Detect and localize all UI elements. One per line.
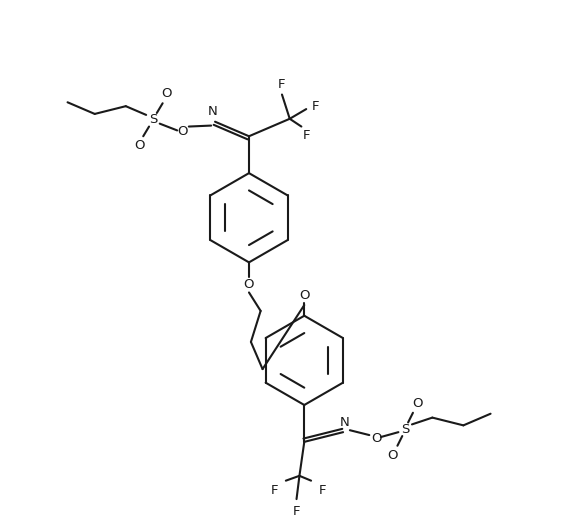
Text: S: S (401, 423, 409, 436)
Text: O: O (177, 125, 187, 138)
Text: O: O (161, 87, 172, 100)
Text: F: F (278, 78, 285, 91)
Text: N: N (208, 106, 218, 119)
Text: F: F (319, 484, 327, 497)
Text: O: O (371, 433, 382, 445)
Text: O: O (387, 449, 398, 462)
Text: O: O (134, 139, 144, 152)
Text: S: S (149, 113, 157, 126)
Text: O: O (244, 278, 254, 291)
Text: O: O (413, 397, 423, 410)
Text: F: F (312, 99, 320, 113)
Text: N: N (340, 416, 350, 429)
Text: F: F (270, 484, 278, 497)
Text: F: F (302, 129, 310, 142)
Text: F: F (293, 505, 300, 518)
Text: O: O (299, 289, 310, 302)
